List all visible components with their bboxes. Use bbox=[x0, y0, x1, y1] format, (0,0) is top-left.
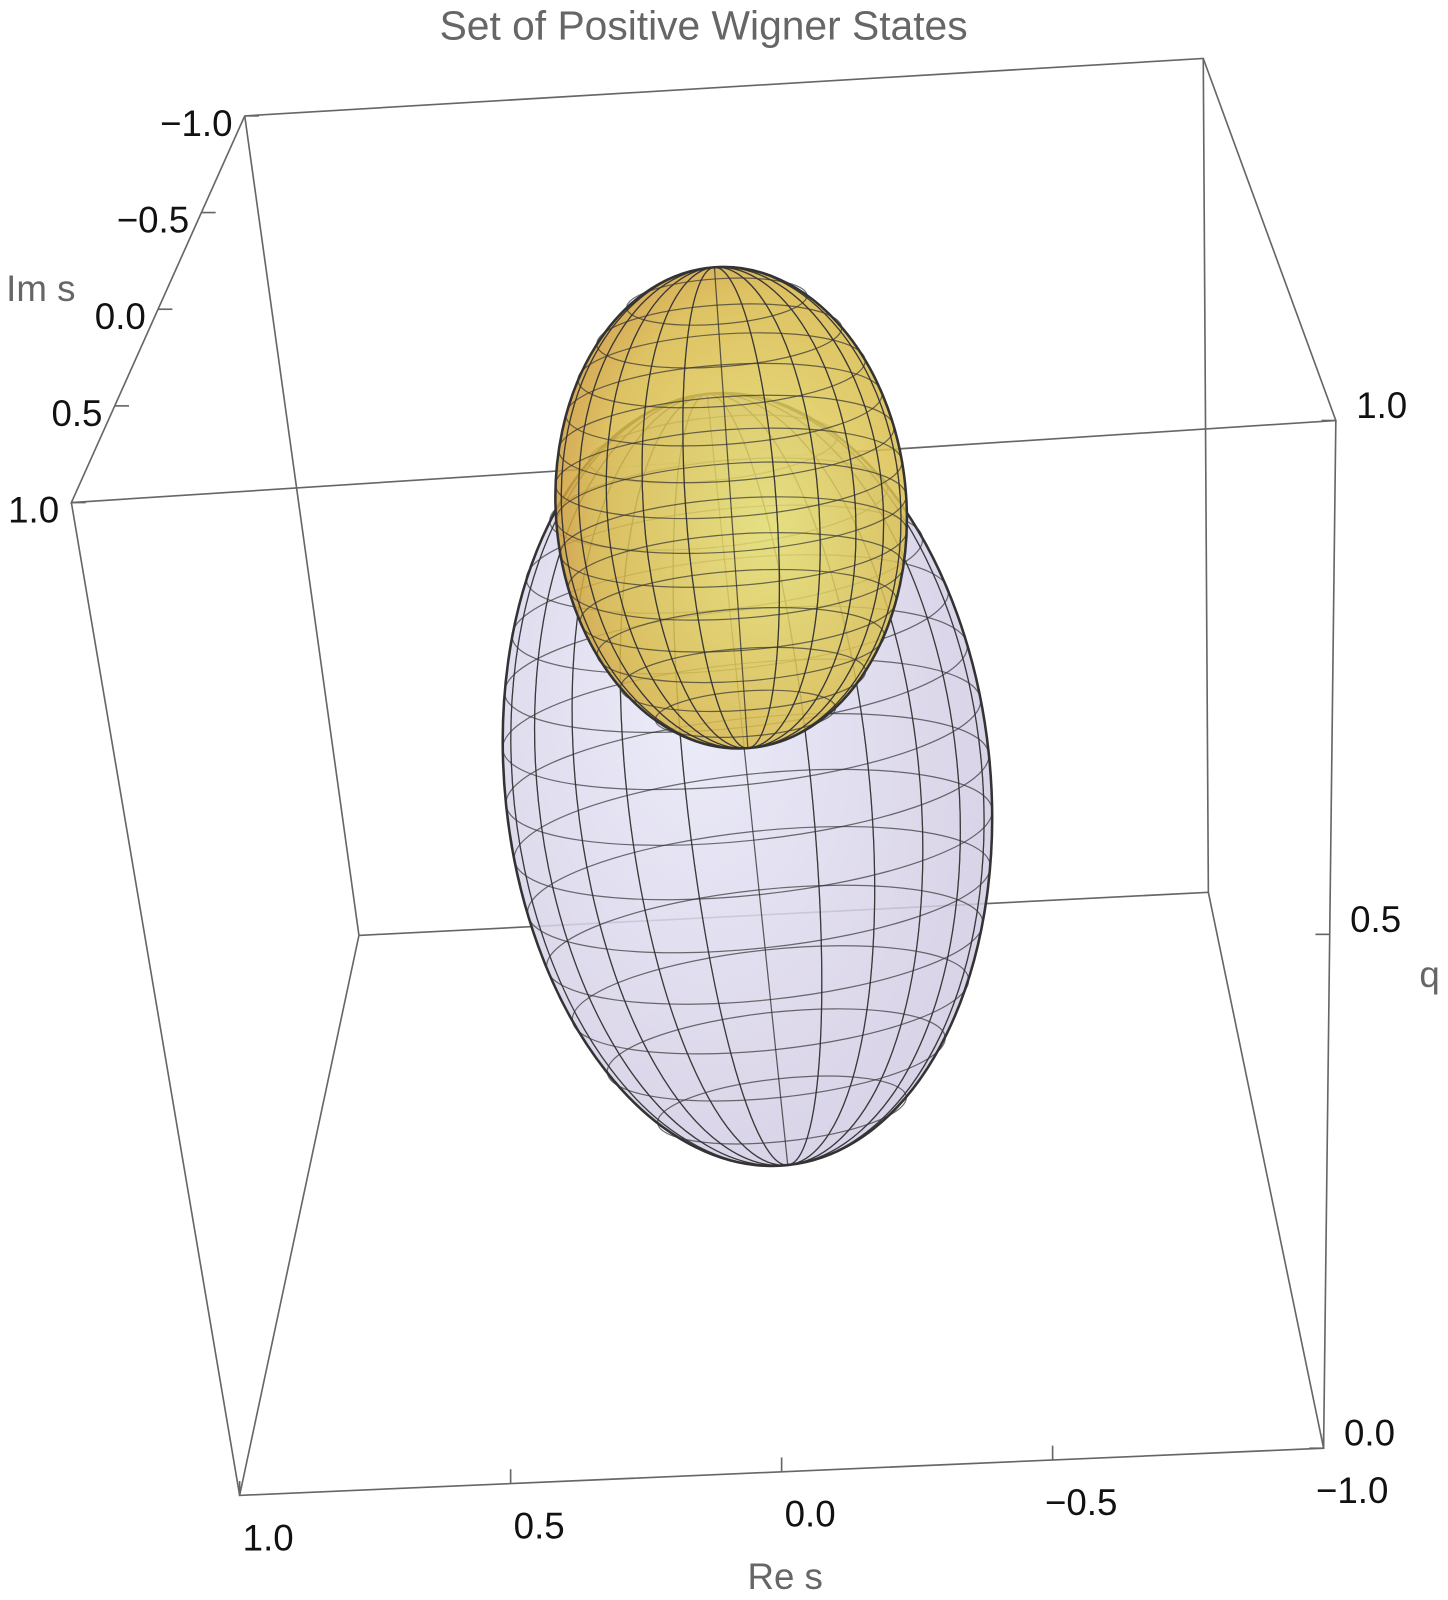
tick-label: 1.0 bbox=[1356, 385, 1407, 426]
tick-label: −1.0 bbox=[160, 103, 232, 144]
tick-label: −0.5 bbox=[117, 199, 189, 240]
tick-label: 0.5 bbox=[1350, 899, 1401, 940]
surface-fill bbox=[555, 266, 907, 749]
chart-title: Set of Positive Wigner States bbox=[440, 2, 968, 48]
tick-label: 0.5 bbox=[514, 1505, 565, 1546]
surface-outline bbox=[554, 265, 909, 750]
box-edge bbox=[1202, 58, 1210, 893]
box-edge bbox=[243, 115, 360, 936]
tick-label: 0.0 bbox=[95, 296, 146, 337]
tick-label: 0.0 bbox=[785, 1494, 836, 1535]
surfaces bbox=[501, 265, 994, 1168]
tick-label: 0.5 bbox=[51, 393, 102, 434]
tick-label: 1.0 bbox=[243, 1517, 294, 1558]
x-axis-label: Re s bbox=[747, 1556, 822, 1597]
box-edge bbox=[70, 502, 241, 1496]
surface bbox=[554, 265, 909, 750]
y-axis-label: Im s bbox=[6, 268, 75, 309]
z-axis-label: q bbox=[1419, 954, 1439, 995]
tick-label: −1.0 bbox=[1316, 1470, 1388, 1511]
tick-label: 0.0 bbox=[1344, 1413, 1395, 1454]
tick-label: 1.0 bbox=[8, 489, 59, 530]
tick-label: −0.5 bbox=[1045, 1482, 1117, 1523]
